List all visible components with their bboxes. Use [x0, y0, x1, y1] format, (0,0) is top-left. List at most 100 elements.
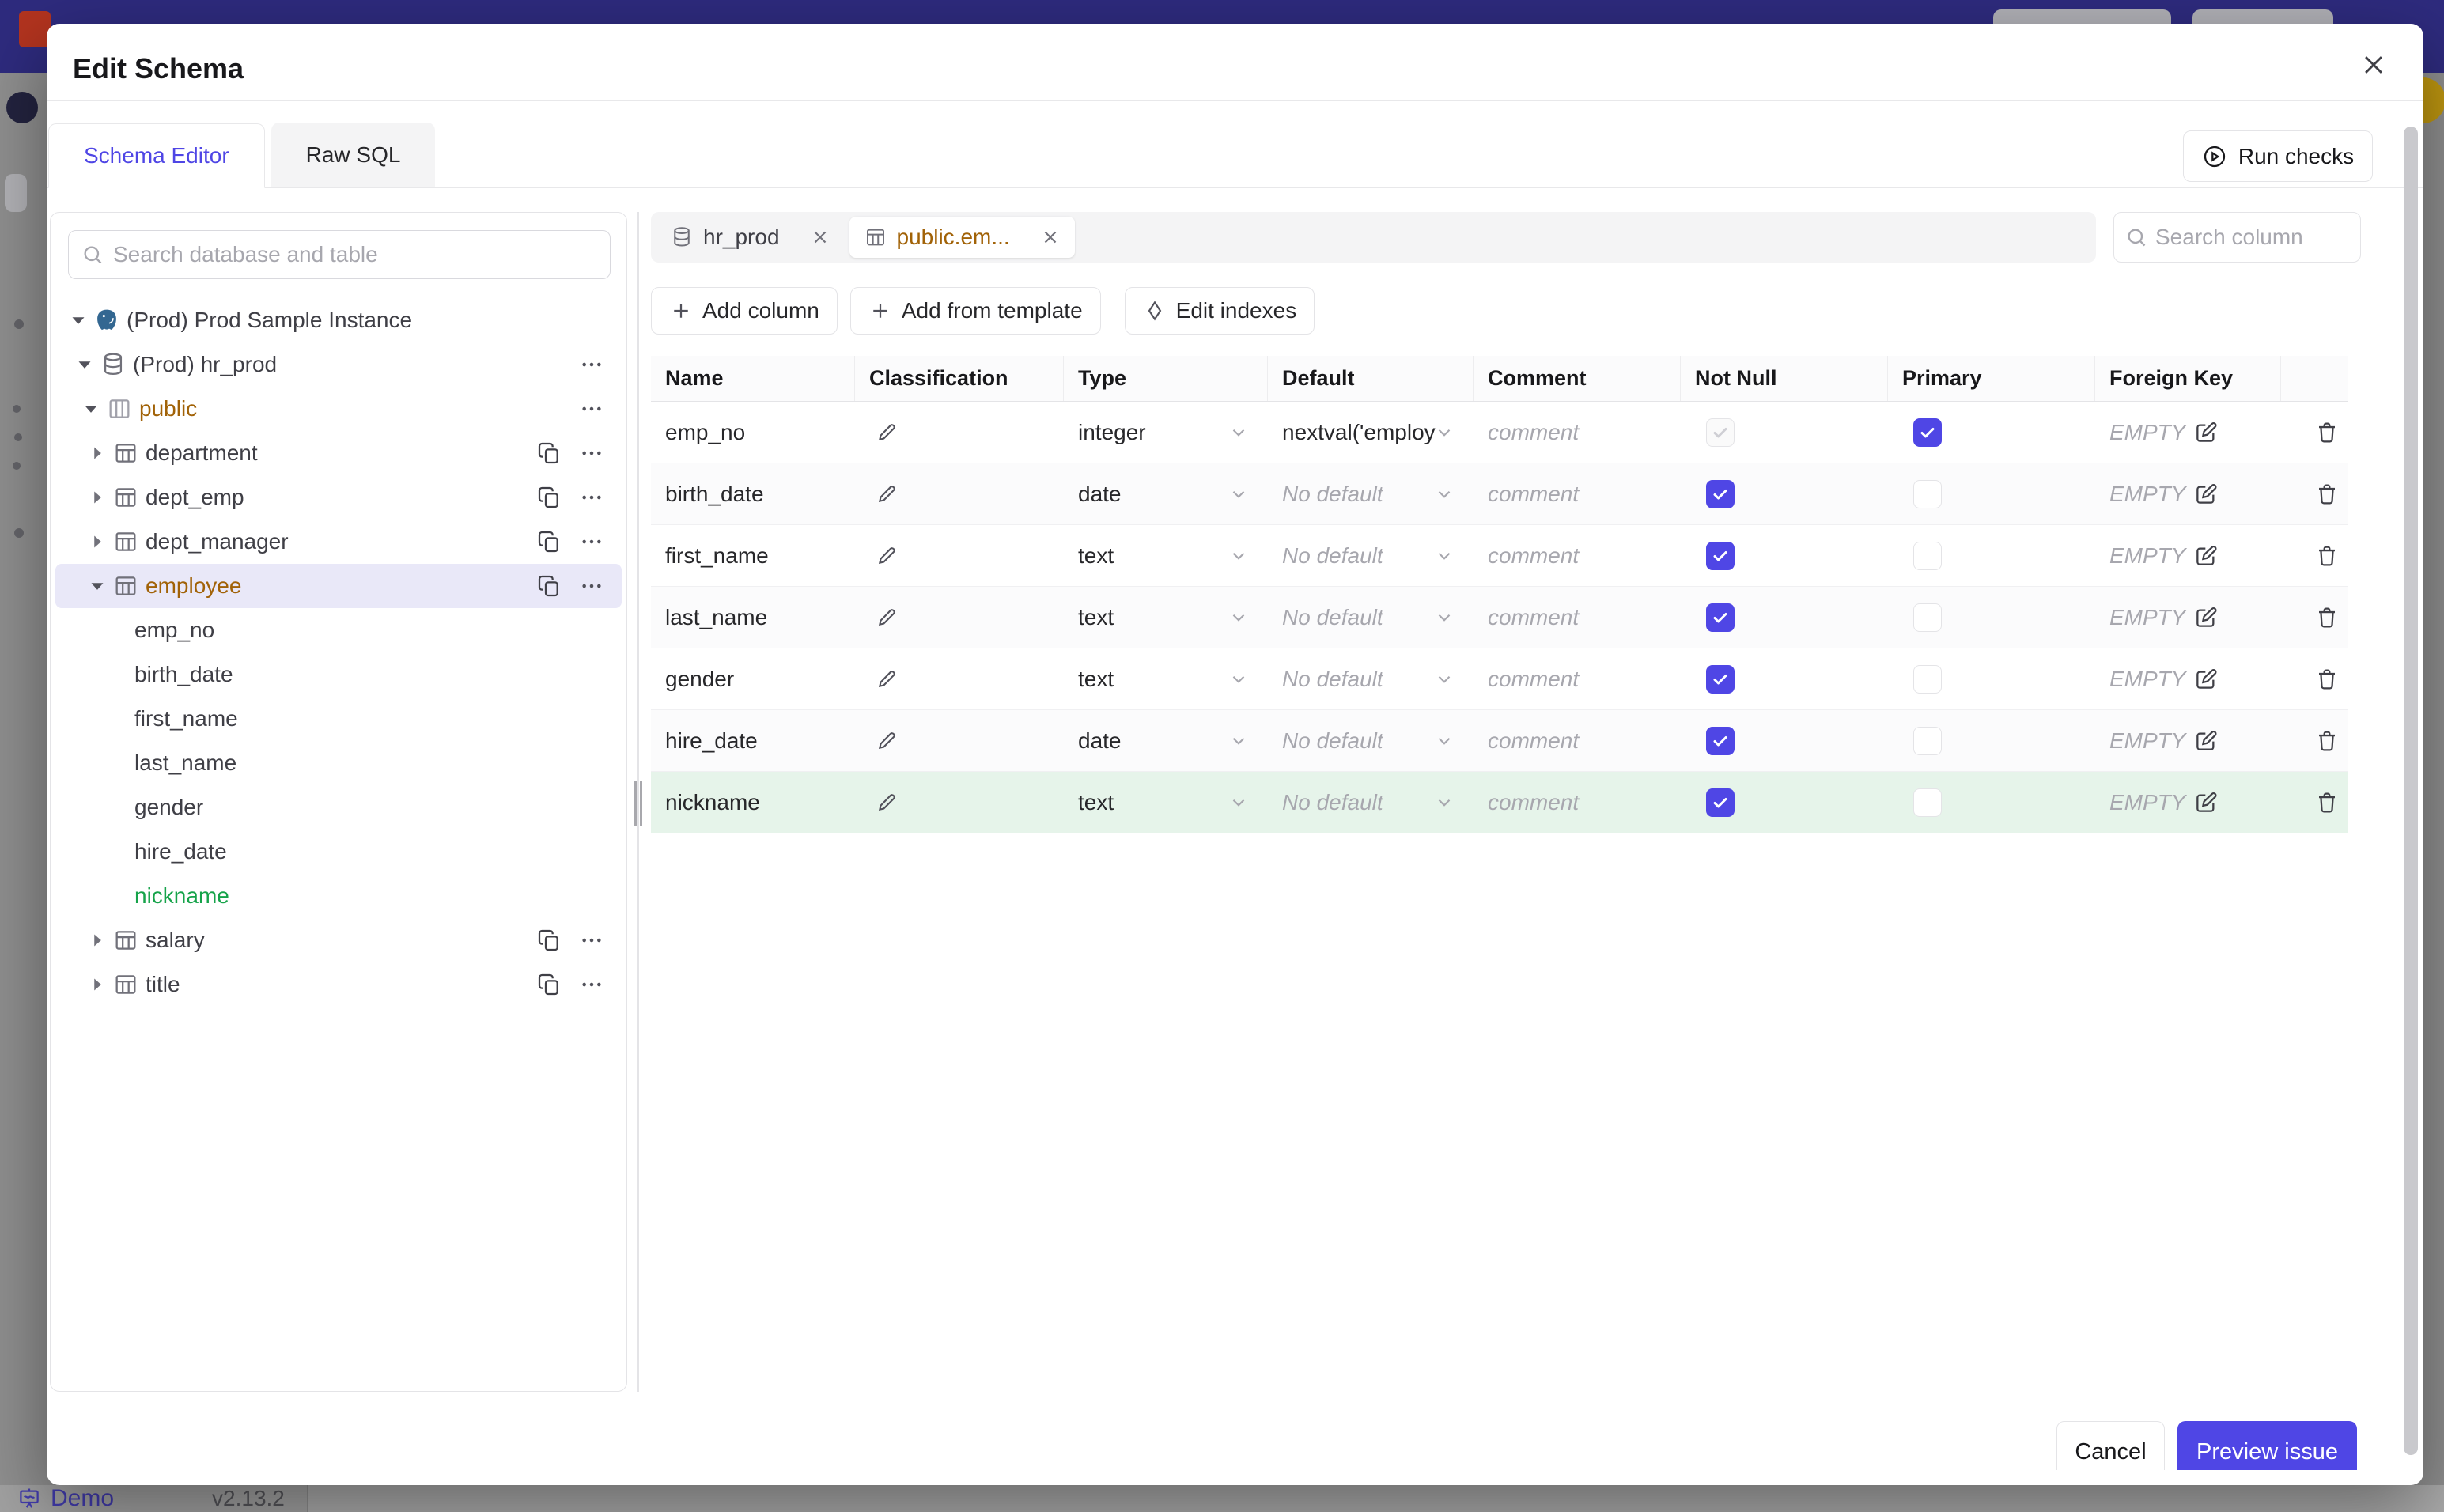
pencil-icon[interactable] [876, 667, 899, 691]
preview-issue-button[interactable]: Preview issue [2177, 1421, 2357, 1470]
edit-foreign-key-icon[interactable] [2193, 728, 2219, 754]
cell-comment[interactable]: comment [1474, 648, 1681, 709]
cell-default[interactable]: No default [1268, 525, 1474, 586]
caret-right-icon[interactable] [85, 484, 109, 511]
pencil-icon[interactable] [876, 482, 899, 506]
caret-right-icon[interactable] [85, 927, 109, 954]
tree-item-title[interactable]: title [55, 962, 622, 1007]
close-tab-icon[interactable] [1040, 227, 1061, 248]
tree-item-emp_no[interactable]: emp_no [55, 608, 622, 652]
cell-comment[interactable]: comment [1474, 772, 1681, 833]
close-icon[interactable] [2356, 47, 2391, 82]
tree-item-dept_emp[interactable]: dept_emp [55, 475, 622, 520]
primary-checkbox[interactable] [1913, 788, 1942, 817]
cell-name[interactable]: last_name [651, 587, 855, 648]
pencil-icon[interactable] [876, 421, 899, 444]
more-menu-icon[interactable] [579, 352, 604, 377]
tree-item-birth_date[interactable]: birth_date [55, 652, 622, 697]
caret-down-icon[interactable] [73, 351, 96, 378]
trash-icon[interactable] [2314, 667, 2340, 692]
copy-icon[interactable] [536, 928, 562, 953]
editor-tab-hr_prod[interactable]: hr_prod [656, 217, 845, 258]
cell-comment[interactable]: comment [1474, 587, 1681, 648]
cancel-button[interactable]: Cancel [2056, 1421, 2165, 1470]
panel-resizer[interactable] [637, 212, 639, 1392]
cell-default[interactable]: No default [1268, 710, 1474, 771]
cell-type[interactable]: date [1064, 463, 1268, 524]
not-null-checkbox[interactable] [1706, 788, 1735, 817]
copy-icon[interactable] [536, 485, 562, 510]
copy-icon[interactable] [536, 573, 562, 599]
caret-down-icon[interactable] [66, 307, 90, 334]
cell-comment[interactable]: comment [1474, 463, 1681, 524]
column-search[interactable] [2113, 212, 2361, 263]
tree-item-public[interactable]: public [55, 387, 622, 431]
trash-icon[interactable] [2314, 605, 2340, 630]
not-null-checkbox[interactable] [1706, 479, 1735, 508]
cell-default[interactable]: No default [1268, 463, 1474, 524]
primary-checkbox[interactable] [1913, 479, 1942, 508]
pencil-icon[interactable] [876, 606, 899, 629]
cell-default[interactable]: nextval('employ [1268, 402, 1474, 463]
more-menu-icon[interactable] [579, 440, 604, 466]
tree-item-first_name[interactable]: first_name [55, 697, 622, 741]
more-menu-icon[interactable] [579, 485, 604, 510]
primary-checkbox[interactable] [1913, 603, 1942, 632]
tree-item-salary[interactable]: salary [55, 918, 622, 962]
not-null-checkbox[interactable] [1706, 726, 1735, 755]
caret-down-icon[interactable] [79, 395, 103, 422]
cell-comment[interactable]: comment [1474, 710, 1681, 771]
cell-name[interactable]: birth_date [651, 463, 855, 524]
primary-checkbox[interactable] [1913, 541, 1942, 570]
not-null-checkbox[interactable] [1706, 541, 1735, 570]
tree-item-hire_date[interactable]: hire_date [55, 830, 622, 874]
tab-raw-sql[interactable]: Raw SQL [271, 123, 436, 187]
cell-name[interactable]: emp_no [651, 402, 855, 463]
not-null-checkbox[interactable] [1706, 603, 1735, 632]
edit-foreign-key-icon[interactable] [2193, 482, 2219, 507]
pencil-icon[interactable] [876, 791, 899, 815]
tree-item--prod-prod-sample-instance[interactable]: (Prod) Prod Sample Instance [55, 298, 622, 342]
edit-foreign-key-icon[interactable] [2193, 790, 2219, 815]
tree-item-department[interactable]: department [55, 431, 622, 475]
edit-foreign-key-icon[interactable] [2193, 667, 2219, 692]
more-menu-icon[interactable] [579, 573, 604, 599]
caret-right-icon[interactable] [85, 971, 109, 998]
cell-type[interactable]: integer [1064, 402, 1268, 463]
cell-type[interactable]: text [1064, 587, 1268, 648]
edit-foreign-key-icon[interactable] [2193, 543, 2219, 569]
caret-right-icon[interactable] [85, 440, 109, 467]
cell-type[interactable]: date [1064, 710, 1268, 771]
primary-checkbox[interactable] [1913, 726, 1942, 755]
cell-type[interactable]: text [1064, 648, 1268, 709]
column-search-input[interactable] [2155, 225, 2349, 250]
tree-item--prod-hr_prod[interactable]: (Prod) hr_prod [55, 342, 622, 387]
tree-item-last_name[interactable]: last_name [55, 741, 622, 785]
caret-down-icon[interactable] [85, 573, 109, 599]
trash-icon[interactable] [2314, 482, 2340, 507]
editor-tab-public-em-[interactable]: public.em... [849, 217, 1075, 258]
tree-item-employee[interactable]: employee [55, 564, 622, 608]
more-menu-icon[interactable] [579, 972, 604, 997]
pencil-icon[interactable] [876, 729, 899, 753]
trash-icon[interactable] [2314, 728, 2340, 754]
add-from-template-button[interactable]: Add from template [849, 287, 1101, 335]
add-column-button[interactable]: Add column [651, 287, 838, 335]
trash-icon[interactable] [2314, 420, 2340, 445]
trash-icon[interactable] [2314, 543, 2340, 569]
tree-item-dept_manager[interactable]: dept_manager [55, 520, 622, 564]
cell-name[interactable]: hire_date [651, 710, 855, 771]
edit-indexes-button[interactable]: Edit indexes [1124, 287, 1315, 335]
cell-name[interactable]: first_name [651, 525, 855, 586]
primary-checkbox[interactable] [1913, 418, 1942, 447]
cell-type[interactable]: text [1064, 525, 1268, 586]
copy-icon[interactable] [536, 972, 562, 997]
cell-default[interactable]: No default [1268, 587, 1474, 648]
tab-schema-editor[interactable]: Schema Editor [48, 123, 265, 188]
cell-default[interactable]: No default [1268, 772, 1474, 833]
tree-item-gender[interactable]: gender [55, 785, 622, 830]
caret-right-icon[interactable] [85, 528, 109, 555]
more-menu-icon[interactable] [579, 529, 604, 554]
primary-checkbox[interactable] [1913, 664, 1942, 694]
copy-icon[interactable] [536, 529, 562, 554]
